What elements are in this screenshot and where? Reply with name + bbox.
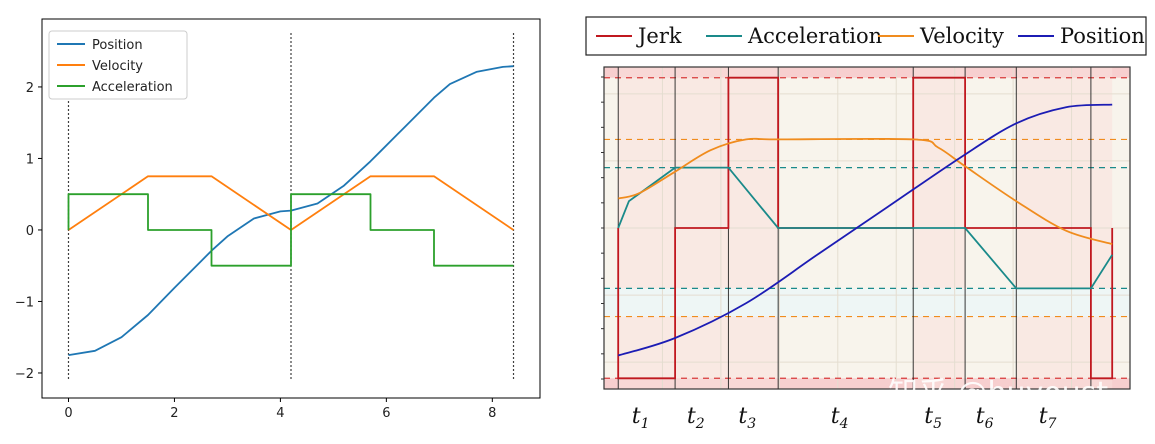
x-tick-label: 8 [488,406,496,421]
y-tick-label: 2 [26,81,34,96]
x-tick-label: 0 [64,406,72,421]
legend-label: Velocity [92,59,143,74]
y-tick-label: −2 [15,367,34,382]
left-legend-box [48,30,188,100]
series-line-acceleration [617,166,1113,290]
phase-label: t7 [1039,404,1057,432]
left-plot-frame [41,18,541,399]
series-line-acceleration [67,193,514,267]
right-motion-plot: t1 t2 t3 t4 t5 t6 t7 Jerk Acceleration Velocity P… [585,16,1147,432]
left-x-axis-ticks: 0 2 4 6 8 [64,398,496,421]
phase-label: t4 [831,404,849,432]
phase-label: t3 [738,404,756,432]
x-tick-label: 2 [170,406,178,421]
legend-label: Acceleration [92,80,173,95]
right-legend: Jerk Acceleration Velocity Position [585,16,1147,56]
left-y-axis-ticks: −2 −1 0 1 2 [15,81,42,382]
y-tick-label: 0 [26,224,34,239]
phase-label: t2 [687,404,705,432]
left-series-lines [67,65,515,356]
left-legend: Position Velocity Acceleration [48,30,188,100]
watermark: 知乎 @huyoust [888,376,1108,411]
left-motion-plot: 0 2 4 6 8 −2 −1 0 1 2 Position Velocity Accelerati… [15,18,541,421]
accel-band [604,288,1130,317]
series-line-position [617,103,1113,357]
legend-label: Velocity [919,24,1004,48]
legend-label: Jerk [636,24,682,48]
legend-label: Position [1060,24,1145,48]
y-tick-label: 1 [26,152,34,167]
x-tick-label: 4 [276,406,284,421]
phase-label: t5 [924,404,942,432]
jerk-limit-band-top [604,67,1130,78]
right-phase-labels: t1 t2 t3 t4 t5 t6 t7 [632,404,1057,432]
y-tick-label: −1 [15,295,34,310]
phase-label: t6 [976,404,994,432]
series-line-velocity [618,137,1113,245]
right-y-ticks [601,76,604,380]
jerk-limit-band-bottom [604,378,1130,389]
legend-label: Position [92,38,143,53]
phase-label: t1 [632,404,650,432]
right-series-lines [617,76,1114,380]
x-tick-label: 6 [382,406,390,421]
legend-label: Acceleration [747,24,882,48]
